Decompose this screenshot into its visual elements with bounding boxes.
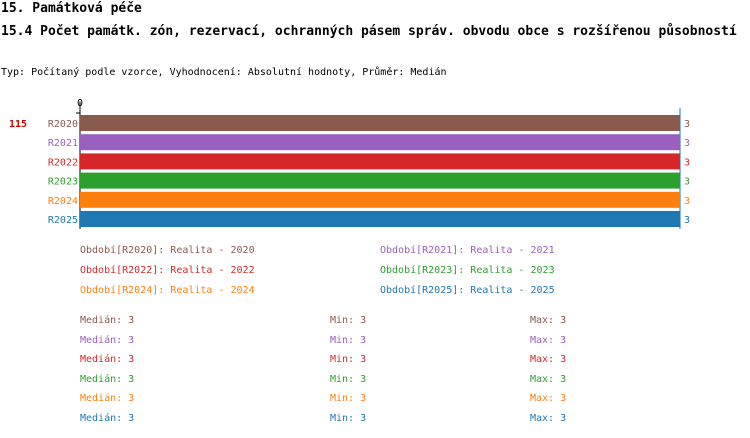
bar-R2020 bbox=[80, 115, 680, 131]
category-label: R2021 bbox=[48, 138, 78, 149]
stat-median: Medián: 3 bbox=[80, 412, 135, 424]
bar-R2021 bbox=[80, 134, 680, 151]
bar-R2025 bbox=[80, 211, 680, 227]
legend-item: Období[R2025]: Realita - 2025 bbox=[380, 285, 555, 296]
stat-median: Medián: 3 bbox=[80, 393, 135, 404]
value-label: 3 bbox=[684, 196, 690, 207]
stat-min: Min: 3 bbox=[330, 393, 367, 404]
page-title: 15. Památková péče bbox=[1, 1, 142, 16]
chart-meta: Typ: Počítaný podle vzorce, Vyhodnocení:… bbox=[1, 67, 447, 78]
value-label: 3 bbox=[684, 177, 690, 188]
value-label: 3 bbox=[684, 157, 690, 168]
legend-item: Období[R2022]: Realita - 2022 bbox=[80, 265, 255, 276]
value-label: 3 bbox=[684, 138, 690, 149]
category-label: R2020 bbox=[48, 119, 78, 130]
stat-min: Min: 3 bbox=[330, 373, 367, 385]
stat-max: Max: 3 bbox=[530, 412, 567, 424]
x-tick-label: 0 bbox=[77, 98, 83, 109]
legend-item: Období[R2021]: Realita - 2021 bbox=[380, 245, 555, 256]
stat-min: Min: 3 bbox=[330, 354, 367, 365]
stat-max: Max: 3 bbox=[530, 354, 567, 365]
bar-R2022 bbox=[80, 153, 680, 170]
stat-max: Max: 3 bbox=[530, 334, 567, 346]
legend-item: Období[R2020]: Realita - 2020 bbox=[80, 245, 255, 256]
bar-R2023 bbox=[80, 172, 680, 189]
category-label: R2024 bbox=[48, 196, 78, 207]
category-label: R2023 bbox=[48, 177, 78, 188]
stat-median: Medián: 3 bbox=[80, 354, 135, 365]
stat-max: Max: 3 bbox=[530, 315, 567, 326]
category-label: R2025 bbox=[48, 215, 78, 226]
stat-median: Medián: 3 bbox=[80, 334, 135, 346]
legend-item: Období[R2024]: Realita - 2024 bbox=[80, 285, 255, 296]
stat-min: Min: 3 bbox=[330, 334, 367, 346]
value-label: 3 bbox=[684, 119, 690, 130]
legend-item: Období[R2023]: Realita - 2023 bbox=[380, 265, 555, 276]
stat-median: Medián: 3 bbox=[80, 315, 135, 326]
bar-R2024 bbox=[80, 191, 680, 208]
stat-max: Max: 3 bbox=[530, 373, 567, 385]
category-label: R2022 bbox=[48, 157, 78, 168]
stat-median: Medián: 3 bbox=[80, 373, 135, 385]
stat-min: Min: 3 bbox=[330, 412, 367, 424]
value-label: 3 bbox=[684, 215, 690, 226]
chart-title: 15.4 Počet památk. zón, rezervací, ochra… bbox=[1, 24, 737, 39]
stat-min: Min: 3 bbox=[330, 315, 367, 326]
row-label: 115 bbox=[9, 119, 27, 130]
stat-max: Max: 3 bbox=[530, 393, 567, 404]
